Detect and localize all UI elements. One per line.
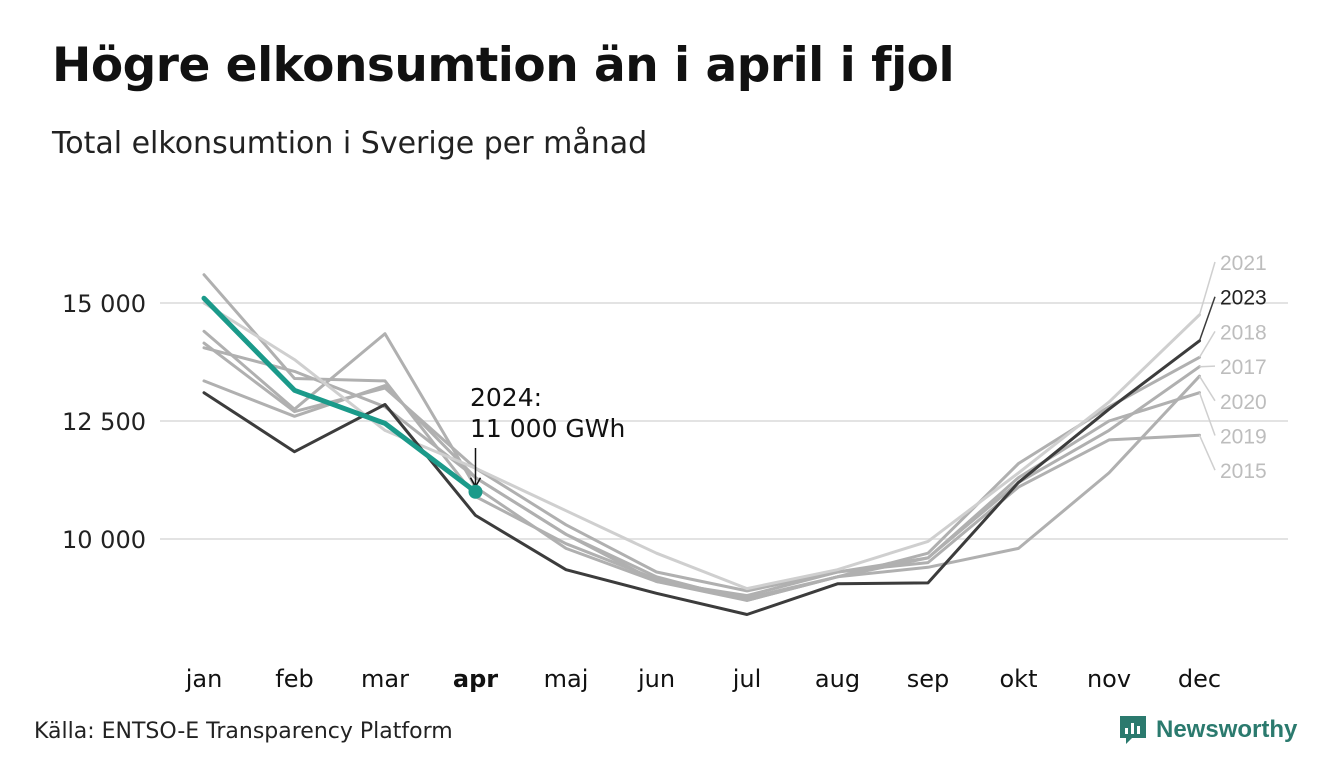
x-tick-label-aug: aug: [815, 665, 860, 693]
leader-line-2018: [1198, 331, 1216, 358]
x-tick-label-apr: apr: [453, 665, 498, 693]
end-label-leaders: [1198, 261, 1216, 471]
series-lines: [201, 273, 1201, 616]
leader-line-2019: [1198, 392, 1216, 436]
leader-line-2023: [1198, 296, 1216, 342]
annotation: 2024: 11 000 GWh: [468, 383, 625, 499]
x-tick-label-jun: jun: [637, 665, 675, 693]
end-labels: 2021 2023 2018 2017 2020 2019 2015: [1220, 252, 1267, 483]
x-tick-label-feb: feb: [275, 665, 313, 693]
y-tick-label: 12 500: [62, 408, 146, 436]
series-line-2024: [201, 295, 478, 495]
newsworthy-icon: [1120, 716, 1146, 744]
x-tick-label-jul: jul: [732, 665, 762, 693]
chart-subtitle: Total elkonsumtion i Sverige per månad: [52, 126, 648, 161]
series-line-2018: [202, 273, 1201, 600]
end-label-2015: 2015: [1220, 460, 1267, 483]
brand-logo[interactable]: Newsworthy: [1118, 714, 1297, 746]
highlight-point: [468, 484, 483, 499]
x-tick-label-okt: okt: [1000, 665, 1038, 693]
x-axis-ticks: jan feb mar apr maj jun jul aug sep okt nov dec: [185, 665, 1221, 693]
y-tick-label: 10 000: [62, 526, 146, 554]
leader-line-2021: [1198, 261, 1216, 316]
end-label-2019: 2019: [1220, 426, 1267, 449]
grid-lines: [160, 302, 1288, 540]
annotation-year: 2024:: [470, 383, 542, 412]
chart-title: Högre elkonsumtion än i april i fjol: [52, 38, 955, 93]
end-label-2020: 2020: [1220, 391, 1267, 414]
x-tick-label-maj: maj: [544, 665, 589, 693]
leader-line-2015: [1198, 434, 1216, 471]
y-axis-ticks: 10 000 12 500 15 000: [62, 290, 146, 554]
series-line-2021: [202, 301, 1201, 591]
end-label-2023: 2023: [1220, 287, 1267, 310]
series-line-2023: [202, 339, 1201, 616]
x-tick-label-dec: dec: [1178, 665, 1221, 693]
x-tick-label-sep: sep: [907, 665, 950, 693]
annotation-value: 11 000 GWh: [470, 414, 625, 443]
x-tick-label-nov: nov: [1087, 665, 1131, 693]
leader-line-2017: [1199, 365, 1216, 368]
source-note: Källa: ENTSO-E Transparency Platform: [34, 719, 453, 744]
brand-name: Newsworthy: [1156, 716, 1298, 743]
y-tick-label: 15 000: [62, 290, 146, 318]
leader-line-2020: [1198, 375, 1216, 402]
series-line-2020: [202, 329, 1201, 602]
end-label-2018: 2018: [1220, 321, 1267, 344]
x-tick-label-mar: mar: [361, 665, 409, 693]
end-label-2017: 2017: [1220, 356, 1267, 379]
end-label-2021: 2021: [1220, 252, 1267, 275]
x-tick-label-jan: jan: [185, 665, 223, 693]
